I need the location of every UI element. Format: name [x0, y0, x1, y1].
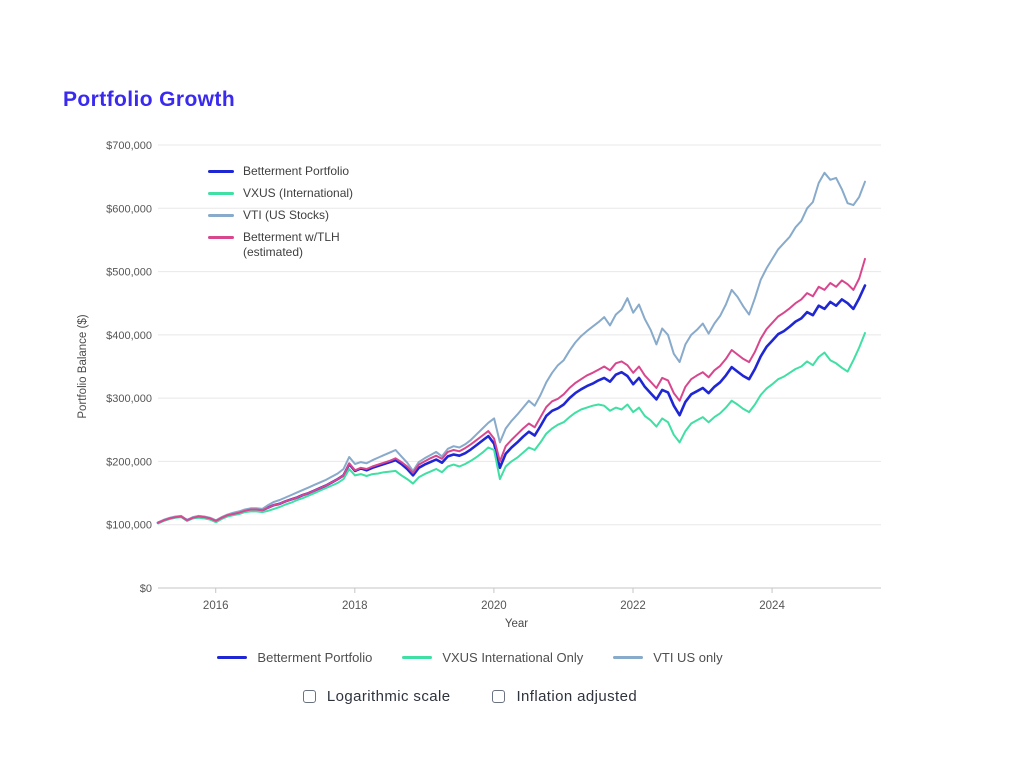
logarithmic-scale-label: Logarithmic scale [326, 688, 451, 705]
series-line-vxus-international- [157, 332, 866, 525]
y-gridlines [158, 144, 881, 589]
legend-item: VXUS (International) [208, 186, 353, 201]
y-tick-labels: $0 $100,000 $200,000 $300,000 $400,000 $500,0… [106, 140, 152, 595]
y-tick-label: $100,000 [106, 520, 152, 532]
legend-item: VTI (US Stocks) [208, 208, 353, 223]
bottom-legend-item: Betterment Portfolio [217, 650, 372, 665]
chart-controls: Logarithmic scale Inflation adjusted [63, 688, 877, 705]
y-axis-title: Portfolio Balance ($) [77, 314, 89, 418]
legend-item: Betterment Portfolio [208, 164, 353, 179]
legend-swatch [208, 214, 234, 217]
legend-label: VTI US only [653, 650, 723, 665]
legend-label: VXUS International Only [442, 650, 584, 665]
legend-label: VXUS (International) [243, 186, 354, 200]
bottom-legend-item: VTI US only [613, 650, 723, 665]
x-tick-label: 2022 [620, 600, 646, 612]
series-line-vti-us-stocks- [157, 171, 866, 524]
x-axis-title: Year [505, 618, 528, 630]
chart-inner-legend: Betterment Portfolio VXUS (International)… [208, 164, 353, 267]
legend-swatch [208, 236, 234, 239]
x-tick-label: 2018 [342, 600, 368, 612]
legend-swatch [208, 170, 234, 173]
logarithmic-scale-checkbox[interactable] [302, 690, 316, 703]
legend-swatch [613, 656, 644, 659]
legend-label: Betterment Portfolio [243, 164, 350, 178]
logarithmic-scale-toggle[interactable]: Logarithmic scale [302, 688, 451, 705]
legend-label: VTI (US Stocks) [243, 208, 330, 222]
legend-swatch [208, 192, 234, 195]
y-tick-label: $400,000 [106, 330, 152, 342]
series-line-betterment-portfolio [156, 284, 867, 525]
y-tick-label: $600,000 [106, 203, 152, 215]
legend-label: Betterment w/TLH (estimated) [243, 230, 340, 259]
series-line-betterment-w-tlh-estimated- [157, 257, 866, 524]
legend-item: Betterment w/TLH (estimated) [208, 230, 353, 260]
x-tick-label: 2024 [759, 600, 785, 612]
series-lines [156, 171, 867, 525]
x-tick-label: 2016 [203, 600, 229, 612]
inflation-adjusted-checkbox[interactable] [492, 690, 506, 703]
bottom-legend: Betterment Portfolio VXUS International O… [63, 650, 877, 665]
y-tick-label: $500,000 [106, 267, 152, 279]
y-tick-label: $0 [140, 583, 152, 595]
y-tick-label: $300,000 [106, 393, 152, 405]
legend-swatch [402, 656, 433, 659]
y-tick-label: $700,000 [106, 140, 152, 152]
x-axis: 2016 2018 2020 2022 2024 [203, 588, 785, 612]
page-title: Portfolio Growth [63, 88, 236, 111]
y-tick-label: $200,000 [106, 456, 152, 468]
legend-label: Betterment Portfolio [257, 650, 373, 665]
legend-swatch [217, 656, 248, 659]
x-tick-label: 2020 [481, 600, 507, 612]
bottom-legend-item: VXUS International Only [402, 650, 583, 665]
inflation-adjusted-label: Inflation adjusted [516, 688, 638, 705]
inflation-adjusted-toggle[interactable]: Inflation adjusted [492, 688, 637, 705]
